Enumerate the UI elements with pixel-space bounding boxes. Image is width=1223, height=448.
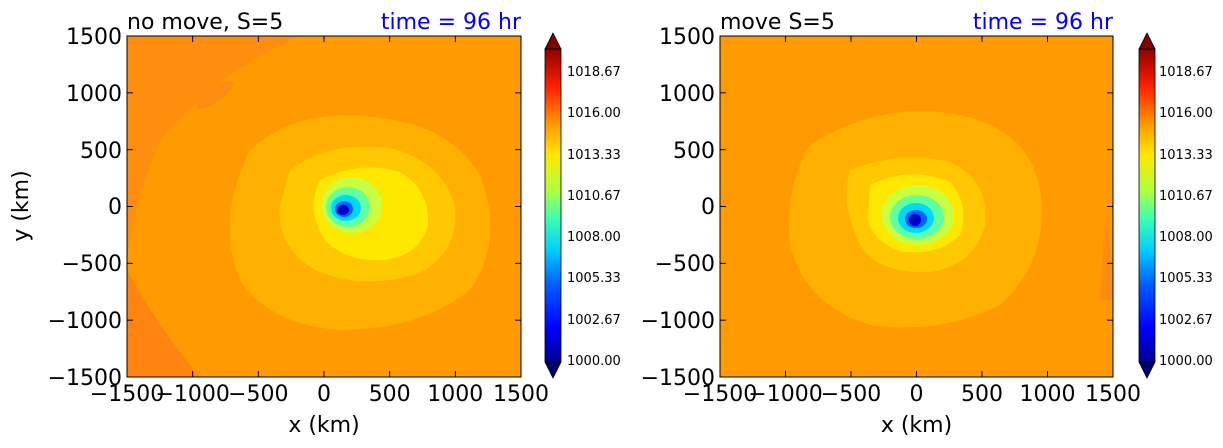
colorbar-left-tick-5: 1013.33 xyxy=(567,148,621,163)
colorbar-right: 1000.00 1002.67 1005.33 1008.00 1010.67 … xyxy=(1138,32,1213,379)
colorbar-left-tick-6: 1016.00 xyxy=(567,106,621,121)
colorbar-left-tick-4: 1010.67 xyxy=(567,189,621,204)
colorbar-right-tick-7: 1018.67 xyxy=(1159,65,1213,80)
x-tick-left-2: −500 xyxy=(228,382,288,407)
panel-left: no move, S=5 time = 96 hr −1500 −1000 −5… xyxy=(9,10,621,438)
field-left xyxy=(127,36,521,377)
x-tick-left-5: 1000 xyxy=(427,382,483,407)
x-tick-left-0: −1500 xyxy=(90,382,164,407)
x-tick-right-6: 1500 xyxy=(1085,382,1141,407)
x-tick-left-3: 0 xyxy=(317,382,331,407)
field-right xyxy=(720,36,1113,377)
tick-marks-left xyxy=(126,35,522,378)
y-tick-left-4: −500 xyxy=(62,252,122,277)
y-tick-right-3: 0 xyxy=(701,195,715,220)
x-tick-right-4: 500 xyxy=(961,382,1003,407)
y-tick-right-0: 1500 xyxy=(659,25,715,50)
x-tick-right-0: −1500 xyxy=(683,382,757,407)
y-tick-right-5: −1000 xyxy=(641,309,715,334)
panel-right: move S=5 time = 96 hr −1500 −1000 −500 0… xyxy=(641,10,1213,438)
x-tick-right-1: −1000 xyxy=(748,382,822,407)
title-right-panel: move S=5 xyxy=(720,10,835,35)
colorbar-right-tick-1: 1002.67 xyxy=(1159,313,1213,328)
colorbar-left-tick-0: 1000.00 xyxy=(567,354,621,369)
colorbar-right-tick-0: 1000.00 xyxy=(1159,354,1213,369)
colorbar-left-tick-2: 1005.33 xyxy=(567,271,621,286)
colorbar-right-tick-4: 1010.67 xyxy=(1159,189,1213,204)
colorbar-right-tick-6: 1016.00 xyxy=(1159,106,1213,121)
colorbar-left: 1000.00 1002.67 1005.33 1008.00 1010.67 … xyxy=(544,32,621,379)
x-tick-left-6: 1500 xyxy=(493,382,549,407)
time-label-right: time = 96 hr xyxy=(973,10,1114,35)
colorbar-right-tick-5: 1013.33 xyxy=(1159,148,1213,163)
x-tick-right-2: −500 xyxy=(821,382,881,407)
x-tick-right-3: 0 xyxy=(910,382,924,407)
y-tick-left-6: −1500 xyxy=(48,366,122,391)
y-tick-right-2: 500 xyxy=(673,139,715,164)
x-tick-left-1: −1000 xyxy=(155,382,229,407)
y-tick-right-1: 1000 xyxy=(659,82,715,107)
colorbar-right-tick-3: 1008.00 xyxy=(1159,230,1213,245)
y-axis-label-left: y (km) xyxy=(9,170,34,241)
y-tick-left-3: 0 xyxy=(108,195,122,220)
y-tick-right-6: −1500 xyxy=(641,366,715,391)
y-tick-left-0: 1500 xyxy=(66,25,122,50)
x-axis-label-left: x (km) xyxy=(288,413,359,438)
tick-marks-right xyxy=(719,35,1114,378)
y-tick-left-2: 500 xyxy=(80,139,122,164)
x-axis-label-right: x (km) xyxy=(881,413,952,438)
y-tick-left-5: −1000 xyxy=(48,309,122,334)
x-tick-left-4: 500 xyxy=(369,382,411,407)
x-tick-right-5: 1000 xyxy=(1020,382,1076,407)
time-label-left: time = 96 hr xyxy=(381,10,522,35)
y-tick-left-1: 1000 xyxy=(66,82,122,107)
title-left: no move, S=5 xyxy=(127,10,283,35)
colorbar-left-tick-1: 1002.67 xyxy=(567,313,621,328)
y-tick-right-4: −500 xyxy=(655,252,715,277)
colorbar-right-tick-2: 1005.33 xyxy=(1159,271,1213,286)
colorbar-left-tick-7: 1018.67 xyxy=(567,65,621,80)
colorbar-left-tick-3: 1008.00 xyxy=(567,230,621,245)
